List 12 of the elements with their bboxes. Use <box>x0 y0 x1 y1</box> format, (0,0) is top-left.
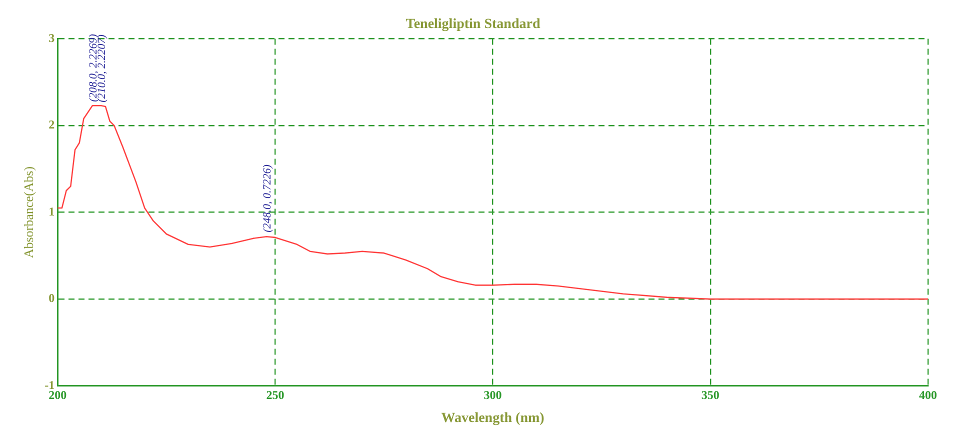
chart-title: Teneligliptin Standard <box>406 17 540 32</box>
y-tick-label: 1 <box>48 204 55 218</box>
x-tick-label: 350 <box>701 388 720 402</box>
x-tick-label: 400 <box>919 388 937 402</box>
y-tick-label: 0 <box>48 291 55 306</box>
x-tick-label: 250 <box>266 388 284 402</box>
x-tick-label: 300 <box>484 388 502 402</box>
x-axis-title: Wavelength (nm) <box>441 411 545 426</box>
y-tick-label: 2 <box>48 118 55 132</box>
y-axis-title: Absorbance(Abs) <box>21 166 36 258</box>
y-tick-label: 3 <box>48 30 55 45</box>
annotation: (248.0, 0.7226) <box>261 164 274 232</box>
